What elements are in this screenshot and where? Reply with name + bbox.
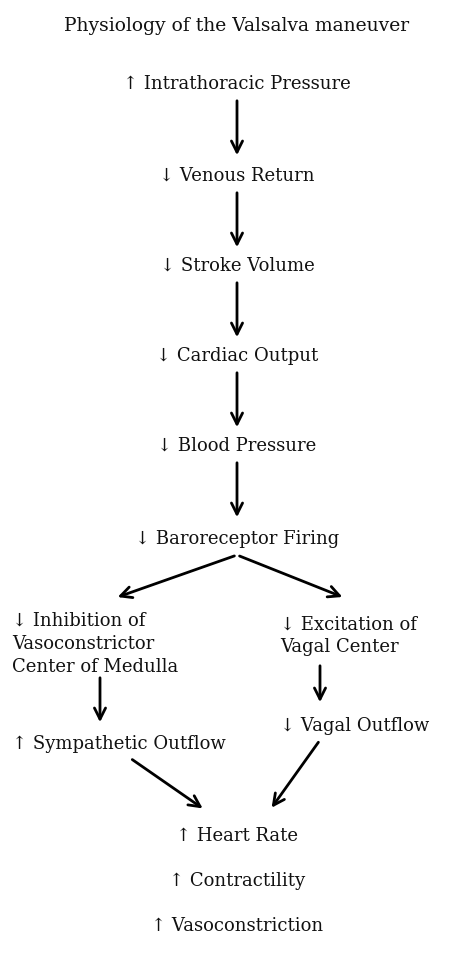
Text: ↑ Vasoconstriction: ↑ Vasoconstriction bbox=[151, 916, 323, 934]
Text: ↑ Contractility: ↑ Contractility bbox=[169, 871, 305, 889]
Text: ↓ Blood Pressure: ↓ Blood Pressure bbox=[157, 436, 317, 455]
Text: ↓ Vagal Outflow: ↓ Vagal Outflow bbox=[280, 717, 429, 734]
Text: ↓ Baroreceptor Firing: ↓ Baroreceptor Firing bbox=[135, 530, 339, 547]
Text: ↑ Sympathetic Outflow: ↑ Sympathetic Outflow bbox=[12, 734, 226, 752]
Text: Physiology of the Valsalva maneuver: Physiology of the Valsalva maneuver bbox=[64, 17, 410, 35]
Text: ↑ Heart Rate: ↑ Heart Rate bbox=[176, 826, 298, 844]
Text: ↑ Intrathoracic Pressure: ↑ Intrathoracic Pressure bbox=[123, 75, 351, 92]
Text: ↓ Cardiac Output: ↓ Cardiac Output bbox=[156, 347, 318, 365]
Text: ↓ Venous Return: ↓ Venous Return bbox=[159, 167, 315, 185]
Text: ↓ Excitation of
Vagal Center: ↓ Excitation of Vagal Center bbox=[280, 615, 417, 656]
Text: ↓ Inhibition of
Vasoconstrictor
Center of Medulla: ↓ Inhibition of Vasoconstrictor Center o… bbox=[12, 612, 178, 675]
Text: ↓ Stroke Volume: ↓ Stroke Volume bbox=[160, 256, 314, 274]
